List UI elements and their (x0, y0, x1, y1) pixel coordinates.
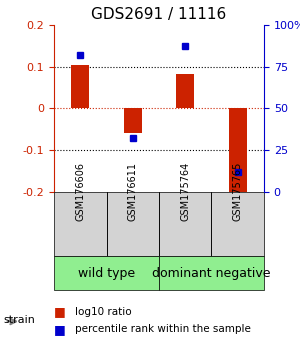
Text: wild type: wild type (78, 267, 135, 280)
Text: ■: ■ (54, 323, 66, 336)
FancyBboxPatch shape (106, 192, 159, 256)
FancyBboxPatch shape (212, 192, 264, 256)
Bar (176, 74, 194, 108)
Text: GSM176606: GSM176606 (75, 162, 85, 221)
Text: log10 ratio: log10 ratio (75, 307, 132, 316)
Text: GSM175764: GSM175764 (180, 161, 190, 221)
Text: strain: strain (3, 315, 35, 325)
Bar (71, 65, 89, 108)
Bar (229, 108, 247, 192)
Text: dominant negative: dominant negative (152, 267, 271, 280)
Text: GSM175765: GSM175765 (233, 161, 243, 221)
Text: percentile rank within the sample: percentile rank within the sample (75, 324, 251, 334)
FancyBboxPatch shape (54, 192, 106, 256)
FancyBboxPatch shape (159, 192, 211, 256)
Text: GSM176611: GSM176611 (128, 162, 138, 221)
Title: GDS2691 / 11116: GDS2691 / 11116 (92, 7, 226, 22)
Bar (124, 108, 142, 133)
Text: ■: ■ (54, 305, 66, 318)
FancyBboxPatch shape (54, 256, 159, 290)
FancyBboxPatch shape (159, 256, 264, 290)
